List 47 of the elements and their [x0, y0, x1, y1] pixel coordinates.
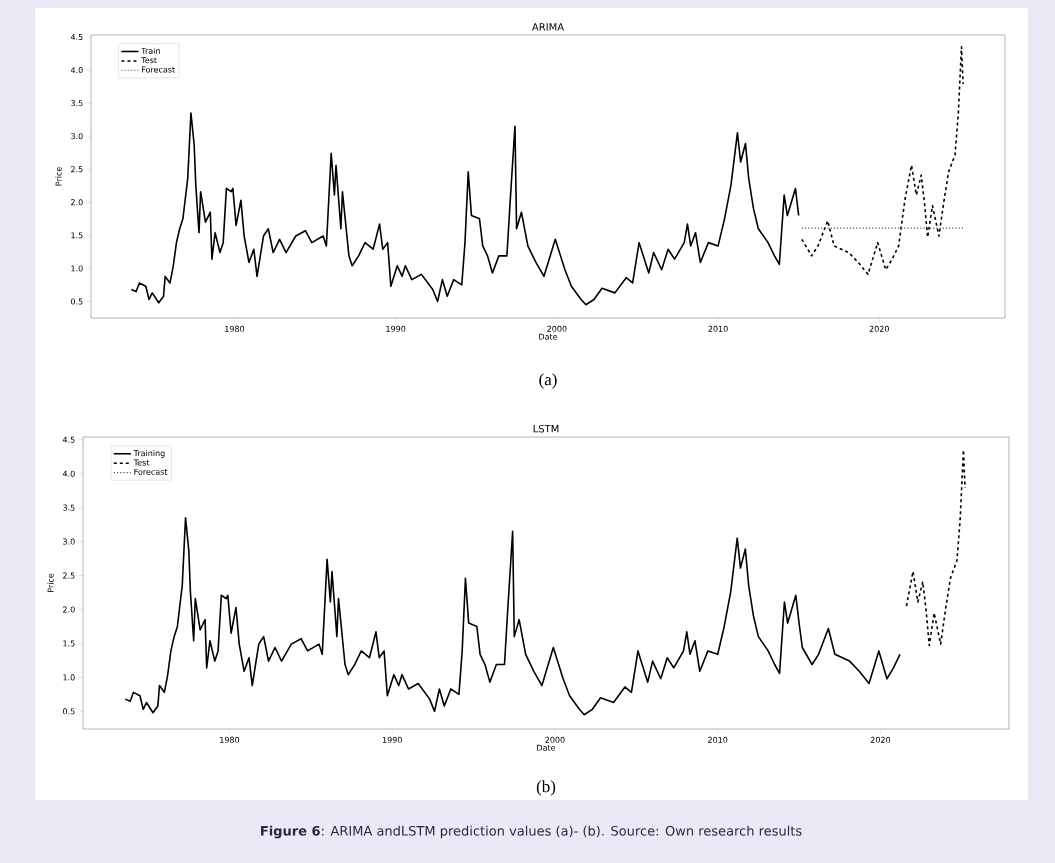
- y-tick-label: 0.5: [71, 298, 83, 305]
- chart-title: ARIMA: [531, 23, 565, 31]
- y-tick-label: 4.5: [62, 436, 75, 443]
- y-tick-label: 0.5: [63, 708, 75, 715]
- line-series: [801, 46, 964, 276]
- y-tick-label: 2.0: [63, 606, 75, 613]
- text: (b): [536, 780, 556, 796]
- chart-title: LSTM: [533, 424, 559, 433]
- y-tick-label: 4.0: [70, 67, 83, 74]
- x-tick-label: 2010: [708, 736, 728, 743]
- y-tick-label: 1.5: [63, 640, 75, 647]
- line-series: [124, 517, 901, 716]
- text: (a): [539, 373, 557, 389]
- x-tick-label: 2000: [545, 736, 565, 743]
- text: Figure 6: ARIMA andLSTM prediction values (a)- (b). Source: Own research results: [261, 825, 802, 839]
- x-axis-title: Date: [539, 333, 558, 340]
- legend-label: Test: [133, 459, 150, 466]
- legend-label: Forecast: [142, 66, 175, 73]
- x-tick-label: 2000: [547, 325, 567, 332]
- y-tick-label: 1.5: [71, 232, 83, 239]
- legend-label: Training: [133, 449, 165, 458]
- x-tick-label: 2020: [870, 736, 891, 743]
- y-tick-label: 1.0: [63, 674, 75, 681]
- x-tick-label: 1990: [382, 736, 402, 743]
- y-tick-label: 3.5: [63, 504, 75, 511]
- y-tick-label: 2.5: [63, 572, 75, 579]
- legend-label: Test: [141, 57, 157, 64]
- y-tick-label: 3.5: [71, 100, 83, 107]
- y-tick-label: 3.0: [63, 538, 75, 545]
- line-series: [905, 449, 966, 647]
- legend-label: Train: [141, 47, 160, 54]
- y-axis-title: Price: [47, 573, 54, 592]
- y-axis-title: Price: [55, 167, 62, 186]
- y-tick-label: 3.0: [71, 133, 83, 140]
- y-tick-label: 2.0: [71, 199, 83, 206]
- x-tick-label: 1980: [220, 736, 240, 743]
- x-tick-label: 1990: [386, 325, 406, 332]
- legend-label: Forecast: [134, 468, 168, 475]
- y-tick-label: 1.0: [71, 265, 83, 272]
- x-tick-label: 1980: [225, 325, 245, 332]
- y-tick-label: 4.0: [62, 470, 75, 477]
- x-tick-label: 2020: [869, 325, 889, 332]
- x-axis-title: Date: [537, 744, 556, 751]
- y-tick-label: 2.5: [71, 166, 83, 173]
- line-series: [130, 112, 800, 306]
- y-tick-label: 4.5: [70, 34, 83, 40]
- x-tick-label: 2010: [708, 325, 728, 332]
